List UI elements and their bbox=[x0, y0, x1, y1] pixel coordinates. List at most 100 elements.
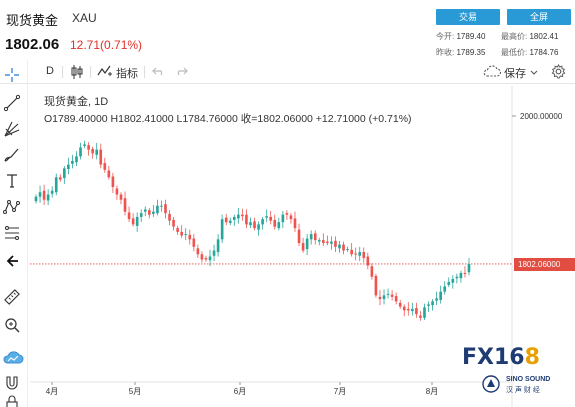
candle-body bbox=[265, 216, 268, 218]
candle-body bbox=[228, 220, 232, 223]
chart-title: 现货黄金, 1D bbox=[44, 96, 109, 108]
candle-body bbox=[99, 149, 103, 165]
candle-body bbox=[216, 239, 220, 253]
candle-body bbox=[427, 304, 430, 306]
save-button[interactable]: 保存 bbox=[504, 68, 526, 80]
candle-body bbox=[135, 216, 139, 226]
lock-icon[interactable] bbox=[3, 394, 21, 407]
fullscreen-button[interactable]: 全屏 bbox=[507, 9, 571, 25]
candle-body bbox=[451, 278, 455, 283]
candle-body bbox=[127, 212, 131, 220]
candle-body bbox=[220, 219, 224, 240]
candle-body bbox=[447, 281, 451, 285]
candle-body bbox=[212, 250, 216, 256]
redo-icon[interactable] bbox=[174, 64, 188, 81]
chevron-down-icon[interactable] bbox=[530, 67, 538, 79]
candle-body bbox=[398, 302, 402, 307]
candle-body bbox=[50, 190, 54, 194]
brush-icon[interactable] bbox=[3, 146, 21, 164]
candle-body bbox=[160, 205, 163, 207]
cloud-save-icon[interactable] bbox=[482, 64, 502, 81]
brand-logo-text: FX168 bbox=[462, 345, 540, 370]
instrument-name: 现货黄金 bbox=[6, 13, 59, 28]
candle-body bbox=[301, 243, 305, 251]
candle-body bbox=[459, 272, 463, 279]
stat-open: 今开: 1789.40 bbox=[436, 31, 485, 42]
undo-icon[interactable] bbox=[152, 64, 166, 81]
candle-body bbox=[354, 253, 358, 255]
candle-body bbox=[309, 234, 313, 240]
candle-body bbox=[269, 216, 273, 221]
candle-body bbox=[46, 194, 50, 201]
back-arrow-icon[interactable] bbox=[3, 252, 21, 270]
cloud-layout-icon[interactable] bbox=[2, 348, 24, 366]
stat-low-label: 最低价: bbox=[501, 48, 528, 57]
candle-body bbox=[390, 294, 394, 297]
trend-line-icon[interactable] bbox=[3, 94, 21, 112]
candle-body bbox=[431, 301, 434, 306]
candle-body bbox=[188, 234, 192, 240]
fork-lines-icon[interactable] bbox=[3, 120, 21, 138]
candle-body bbox=[334, 240, 337, 247]
indicators-button[interactable]: 指标 bbox=[116, 68, 138, 80]
ruler-icon[interactable] bbox=[3, 288, 21, 306]
candle-body bbox=[342, 244, 345, 251]
candle-body bbox=[317, 240, 321, 242]
candle-body bbox=[382, 295, 386, 300]
stat-high-value: 1802.41 bbox=[529, 32, 559, 41]
candle-body bbox=[164, 204, 167, 214]
candle-body bbox=[107, 170, 111, 178]
stat-open-value: 1789.40 bbox=[456, 32, 486, 41]
sino-sound-emblem-icon bbox=[482, 375, 500, 393]
candle-body bbox=[119, 194, 123, 200]
candle-body bbox=[435, 298, 438, 301]
last-price: 1802.06 bbox=[5, 36, 60, 53]
candle-body bbox=[277, 222, 281, 229]
interval-selector[interactable]: D bbox=[46, 65, 54, 77]
candle-body bbox=[42, 190, 46, 200]
candle-body bbox=[123, 198, 127, 212]
candle-body bbox=[362, 252, 366, 259]
candle-style-icon[interactable] bbox=[70, 64, 84, 83]
candle-body bbox=[439, 291, 442, 300]
stat-prev-close-value: 1789.35 bbox=[456, 48, 486, 57]
drawing-toolbar bbox=[0, 60, 28, 407]
pattern-icon[interactable] bbox=[3, 198, 21, 216]
candle-body bbox=[285, 213, 289, 215]
magnet-icon[interactable] bbox=[3, 374, 21, 392]
candle-body bbox=[463, 272, 467, 274]
candle-body bbox=[115, 188, 119, 195]
candle-body bbox=[394, 296, 398, 302]
gear-icon[interactable] bbox=[551, 63, 566, 82]
candle-body bbox=[204, 258, 208, 260]
crosshair-icon[interactable] bbox=[3, 66, 21, 84]
candle-body bbox=[297, 229, 301, 244]
candle-body bbox=[467, 264, 471, 273]
candle-body bbox=[423, 307, 426, 318]
candle-body bbox=[184, 234, 188, 236]
zoom-in-icon[interactable] bbox=[3, 316, 21, 334]
candle-body bbox=[249, 222, 252, 226]
indicators-icon[interactable] bbox=[97, 63, 113, 82]
x-tick-label: 6月 bbox=[234, 387, 246, 396]
candle-body bbox=[443, 286, 447, 292]
candle-body bbox=[172, 219, 175, 227]
trade-button[interactable]: 交易 bbox=[436, 9, 500, 25]
candle-body bbox=[338, 244, 341, 249]
candle-body bbox=[374, 275, 378, 296]
brand-sub-text-cn: 汉 声 财 经 bbox=[506, 387, 540, 394]
candle-body bbox=[34, 196, 38, 202]
candle-body bbox=[156, 205, 159, 214]
fib-levels-icon[interactable] bbox=[3, 224, 21, 242]
candle-body bbox=[54, 177, 58, 193]
text-tool-icon[interactable] bbox=[3, 172, 21, 190]
candle-body bbox=[196, 248, 200, 255]
candle-body bbox=[411, 308, 414, 312]
brand-sub-text: SINO SOUND bbox=[506, 376, 551, 383]
price-change: 12.71(0.71%) bbox=[70, 38, 143, 52]
stat-low-value: 1784.76 bbox=[529, 48, 559, 57]
candle-body bbox=[237, 214, 240, 219]
candle-body bbox=[261, 219, 264, 225]
